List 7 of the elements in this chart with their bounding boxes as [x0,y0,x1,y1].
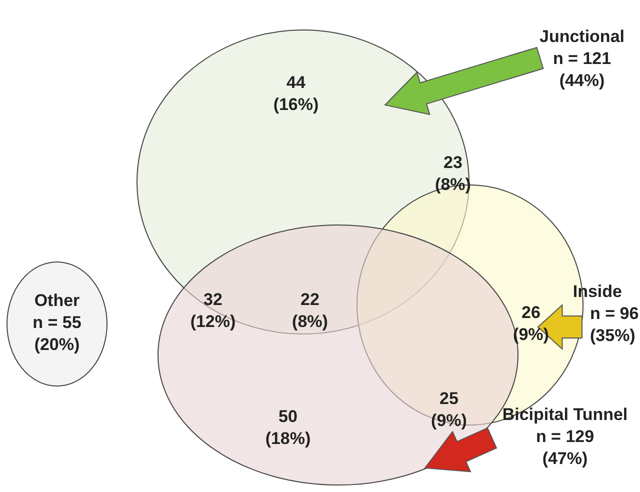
data-label: 22 (8%) [292,290,328,331]
data-label: 50 (18%) [265,407,311,448]
data-label: 32 (12%) [190,290,236,331]
data-label: 44 (16%) [273,73,319,114]
text: Other n = 55 (20%) [32,291,82,354]
text: Junctional n = 121 (44%) [539,27,625,90]
data-label: 25 (9%) [431,389,467,430]
